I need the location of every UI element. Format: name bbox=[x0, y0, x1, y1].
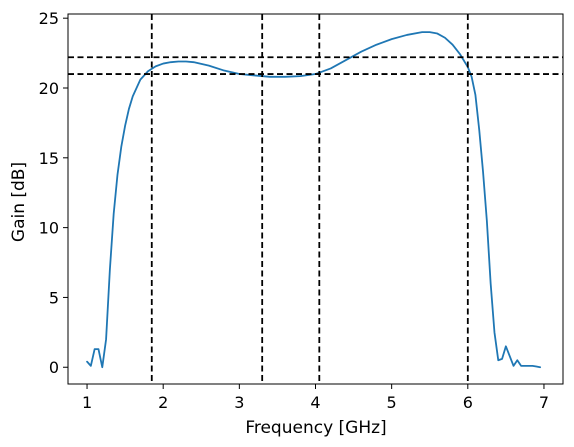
y-tick-label-0: 0 bbox=[49, 358, 59, 377]
y-tick-label-25: 25 bbox=[39, 9, 59, 28]
y-axis-label: Gain [dB] bbox=[9, 162, 29, 242]
axes-layer: 1 2 3 4 5 6 7 0 5 10 15 20 25 bbox=[39, 9, 564, 412]
y-tick-label-20: 20 bbox=[39, 79, 59, 98]
plot-data-layer bbox=[86, 31, 542, 369]
x-tick-label-4: 4 bbox=[310, 393, 320, 412]
x-tick-label-1: 1 bbox=[82, 393, 92, 412]
plot-frame bbox=[67, 13, 564, 385]
reference-lines-layer bbox=[68, 14, 563, 384]
y-tick-label-15: 15 bbox=[39, 149, 59, 168]
y-tick-label-5: 5 bbox=[49, 288, 59, 307]
x-tick-label-6: 6 bbox=[463, 393, 473, 412]
x-tick-label-7: 7 bbox=[539, 393, 549, 412]
series-line-0 bbox=[86, 31, 542, 369]
x-tick-label-3: 3 bbox=[234, 393, 244, 412]
x-tick-label-2: 2 bbox=[158, 393, 168, 412]
y-tick-label-10: 10 bbox=[39, 219, 59, 238]
x-tick-label-5: 5 bbox=[387, 393, 397, 412]
x-axis-label: Frequency [GHz] bbox=[245, 418, 386, 438]
